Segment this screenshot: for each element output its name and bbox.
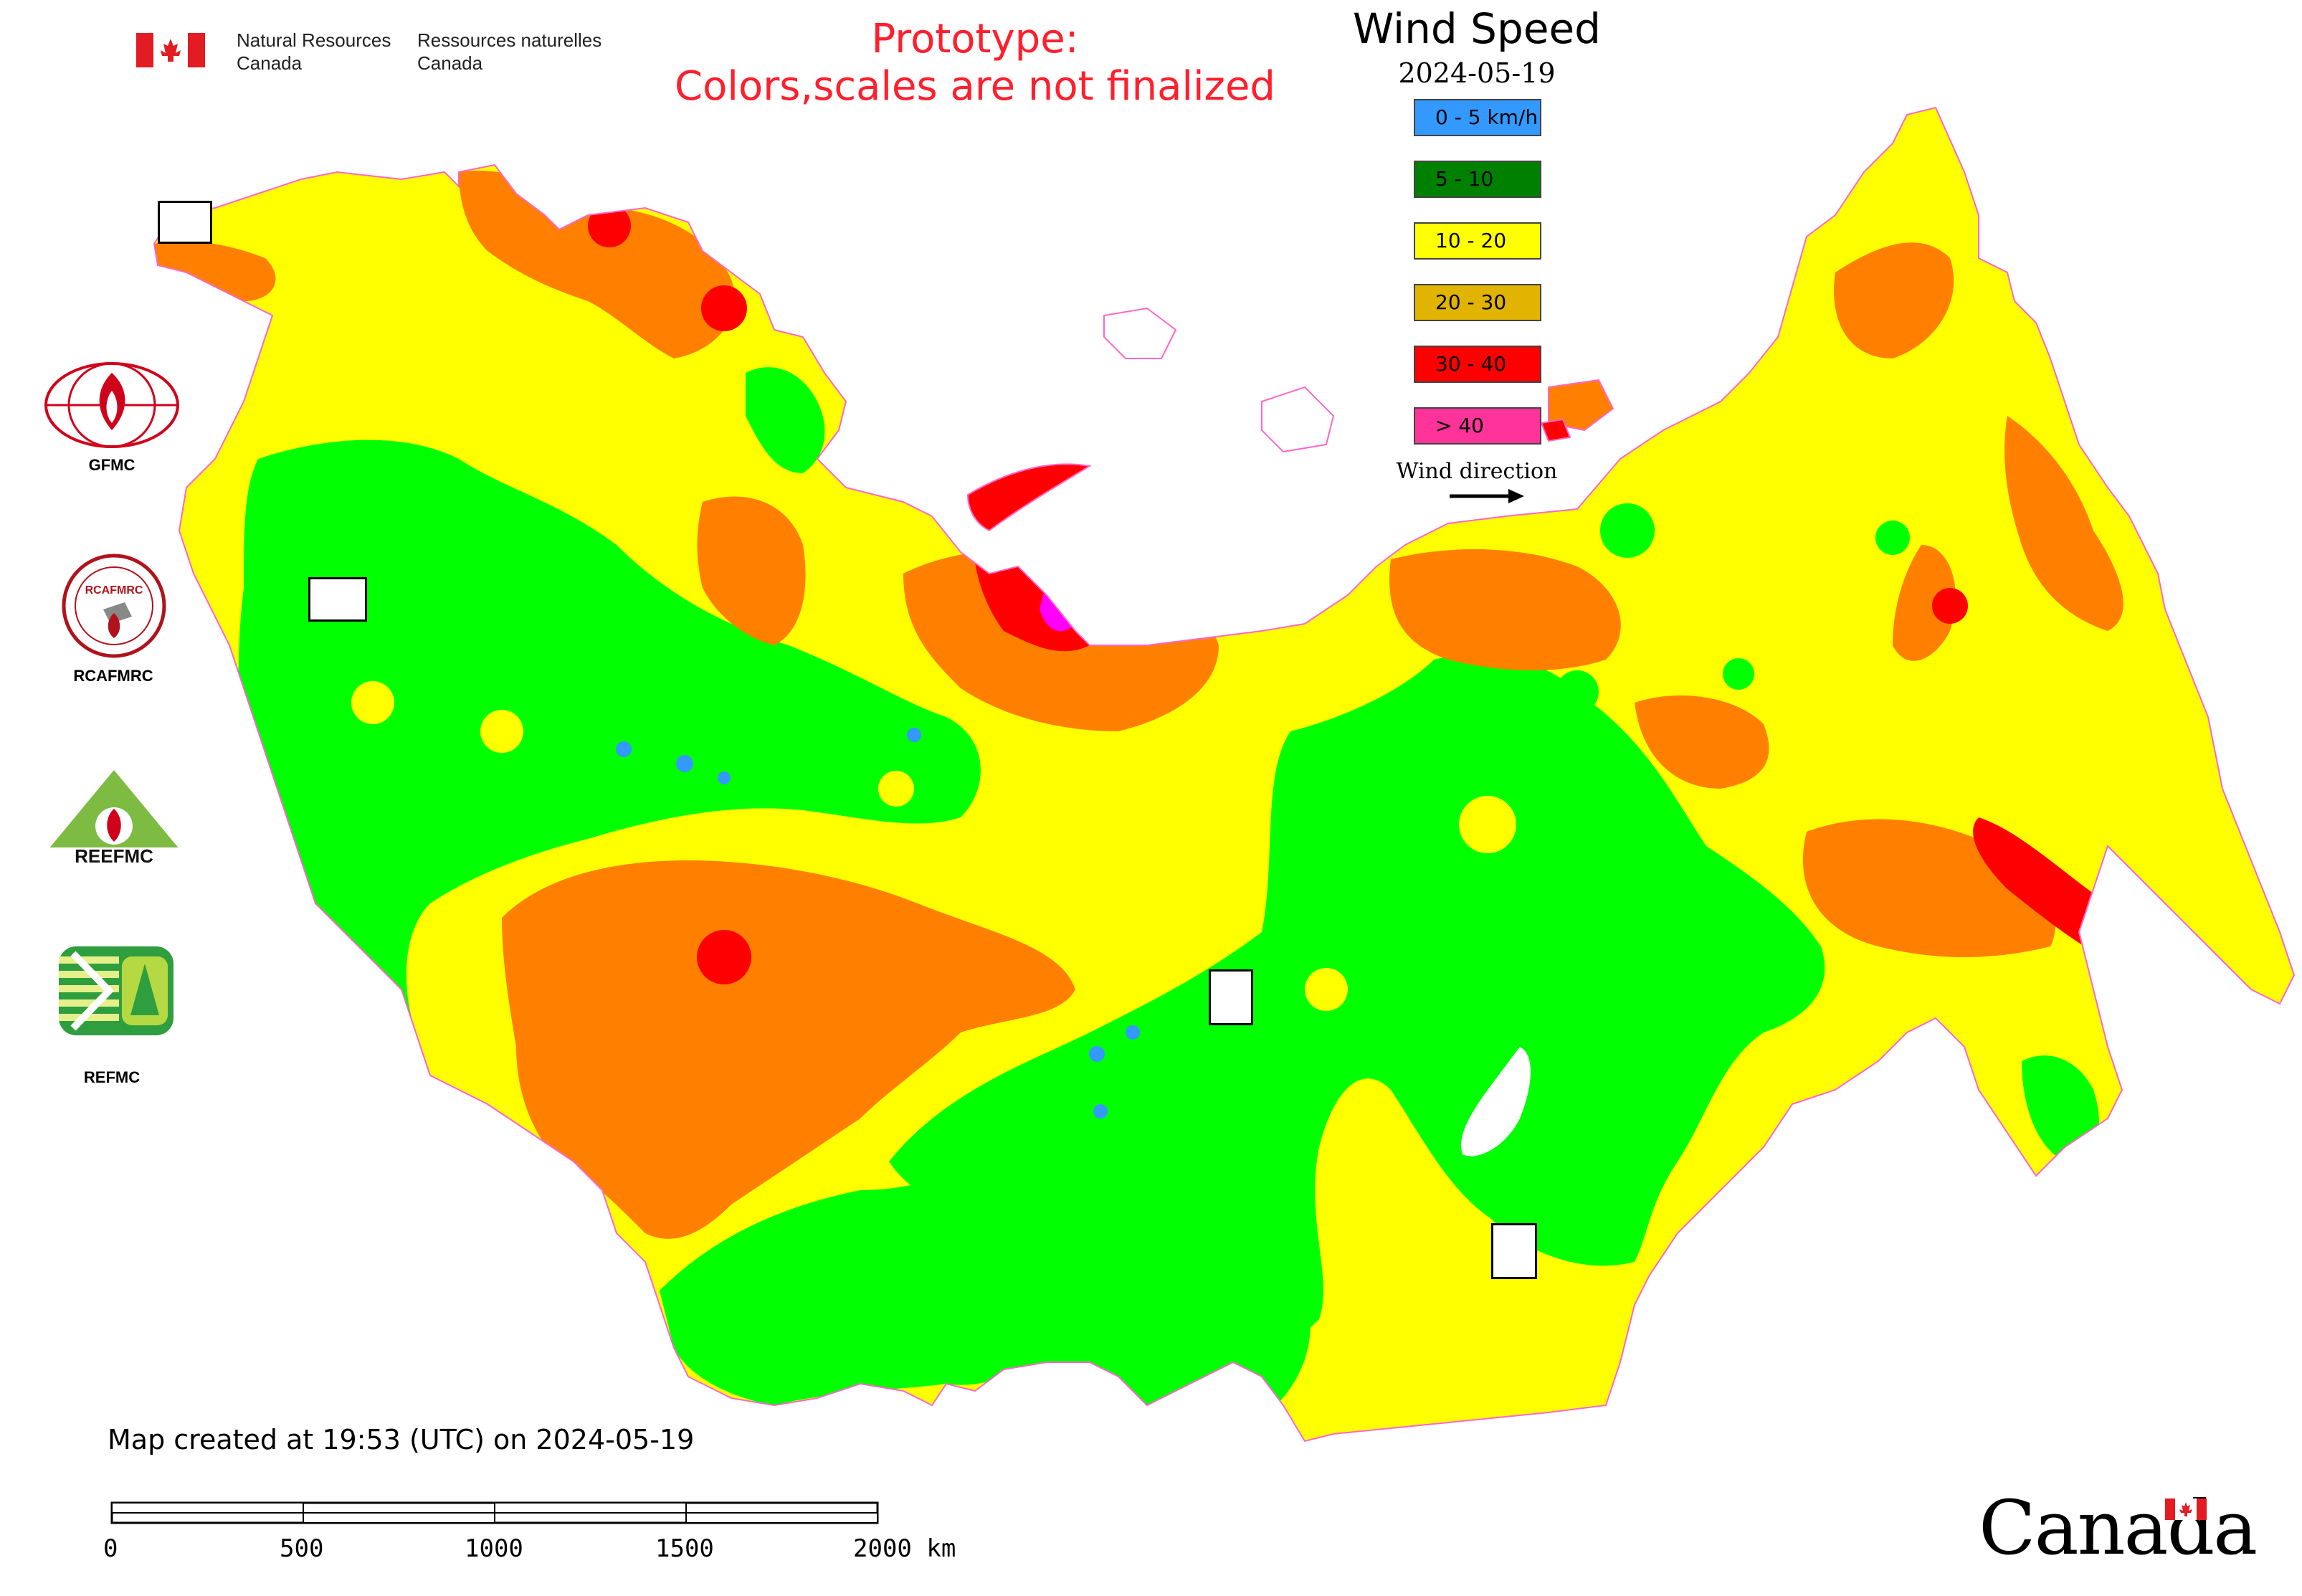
map-island-franz-josef xyxy=(1103,307,1177,359)
scale-bar xyxy=(110,1501,879,1524)
scale-label-1: 500 xyxy=(280,1534,324,1563)
legend-item-1: 5 - 10 xyxy=(1414,161,1541,198)
map-zone-strong-barents-cell xyxy=(701,285,747,331)
refmc-logo-icon xyxy=(59,946,173,1035)
agency-name-fr: Ressources naturelles Canada xyxy=(417,29,601,75)
map-light-cell xyxy=(1556,670,1599,713)
map-light-cell xyxy=(1875,521,1910,555)
wind-direction-label: Wind direction xyxy=(1396,459,1558,484)
map-moderate-cell xyxy=(480,710,523,753)
canada-wordmark-flag-icon xyxy=(2165,1498,2207,1520)
map-calm-cell xyxy=(907,728,921,742)
gfmc-marker-icon xyxy=(158,201,212,244)
legend-item-3: 20 - 30 xyxy=(1414,284,1541,321)
map-zone-fresh-siberia xyxy=(502,860,1075,1239)
agency-name-en-line2: Canada xyxy=(237,52,303,74)
rcafmrc-marker-icon xyxy=(1491,1223,1537,1279)
legend-item-0: 0 - 5 km/h xyxy=(1414,99,1541,136)
canada-flag-icon xyxy=(136,33,205,67)
map-moderate-cell xyxy=(1154,896,1212,954)
agency-name-fr-line1: Ressources naturelles xyxy=(417,29,602,51)
legend-item-5: > 40 xyxy=(1414,407,1541,445)
map-calm-cell xyxy=(718,771,731,784)
map-calm-cell xyxy=(676,755,693,772)
map-zone-fresh-yakutia xyxy=(1635,695,1769,789)
refmc-marker-icon xyxy=(1209,969,1253,1025)
legend-item-4: 30 - 40 xyxy=(1414,346,1541,383)
prototype-line1: Prototype: xyxy=(871,16,1079,62)
reefmc-marker-icon xyxy=(308,577,367,622)
map-zone-fresh-yamal xyxy=(697,496,806,645)
map-calm-cell xyxy=(1093,1104,1108,1118)
map-island-severnaya-zemlya xyxy=(1261,386,1335,453)
refmc-label: REFMC xyxy=(83,1068,141,1086)
scale-label-0: 0 xyxy=(103,1534,118,1563)
map-zone-fresh-okhotsk xyxy=(1893,545,1956,661)
map-calm-cell xyxy=(1089,1046,1105,1062)
map-lake-baikal xyxy=(1461,1047,1531,1156)
rcafmrc-label: RCAFMRC xyxy=(73,667,153,685)
map-zone-strong-kola-cell xyxy=(588,204,631,247)
map-calm-cell xyxy=(616,741,632,757)
map-zone-fresh-chukotka xyxy=(1834,242,1954,358)
map-island-novaya-zemlya xyxy=(966,463,1092,532)
agency-name-en: Natural Resources Canada xyxy=(237,29,391,75)
map-moderate-cell xyxy=(878,771,914,807)
map-light-cell xyxy=(1723,658,1754,690)
map-moderate-cell xyxy=(1459,796,1516,853)
map-zone-fresh-north-central xyxy=(1389,549,1621,670)
legend-title: Wind Speed xyxy=(1352,4,1602,53)
scale-label-2: 1000 xyxy=(465,1534,523,1563)
reefmc-logo-icon: REEFMC xyxy=(39,770,189,867)
prototype-line2: Colors,scales are not finalized xyxy=(675,63,1275,110)
map-moderate-cell xyxy=(351,681,394,724)
legend-item-2: 10 - 20 xyxy=(1414,222,1541,260)
rcafmrc-logo-icon: RCAFMRC xyxy=(62,554,166,658)
map-calm-cell xyxy=(1126,1025,1140,1040)
wind-direction-arrow-icon xyxy=(1450,489,1524,503)
map-zone-strong-siberia-cell xyxy=(697,930,751,984)
map-zone-fresh-arctic-west xyxy=(459,171,736,358)
gfmc-logo-icon xyxy=(44,362,179,448)
map-zone-light-west xyxy=(238,440,981,1147)
rcafmrc-logo-wordmark: RCAFMRC xyxy=(85,584,143,597)
map-zone-fresh-murmansk xyxy=(154,241,276,301)
canada-wordmark: Canada xyxy=(1979,1484,2258,1572)
map-created-timestamp: Map created at 19:53 (UTC) on 2024-05-19 xyxy=(108,1424,695,1455)
map-island-wrangel xyxy=(1540,418,1571,442)
prototype-notice: Prototype: Colors,scales are not finaliz… xyxy=(631,16,1319,110)
map-zone-light-northwest xyxy=(746,367,825,473)
map-light-cell xyxy=(1600,503,1655,558)
reefmc-logo-wordmark: REEFMC xyxy=(75,845,153,867)
map-zone-light-east xyxy=(2022,1055,2099,1162)
map-zone-light-south xyxy=(660,1103,1311,1405)
gfmc-label: GFMC xyxy=(88,456,135,474)
map-moderate-cell xyxy=(1305,968,1348,1011)
agency-name-fr-line2: Canada xyxy=(417,52,483,74)
map-zone-strong-kamchatka-cell xyxy=(1932,588,1968,624)
agency-name-en-line1: Natural Resources xyxy=(237,29,391,51)
map-zone-fresh-kamchatka xyxy=(2004,416,2123,631)
scale-label-4: 2000 km xyxy=(853,1534,956,1563)
legend-date: 2024-05-19 xyxy=(1398,57,1556,89)
scale-label-3: 1500 xyxy=(655,1534,714,1563)
map-coastline xyxy=(153,106,2296,1443)
map-island-new-siberian xyxy=(1548,379,1614,432)
